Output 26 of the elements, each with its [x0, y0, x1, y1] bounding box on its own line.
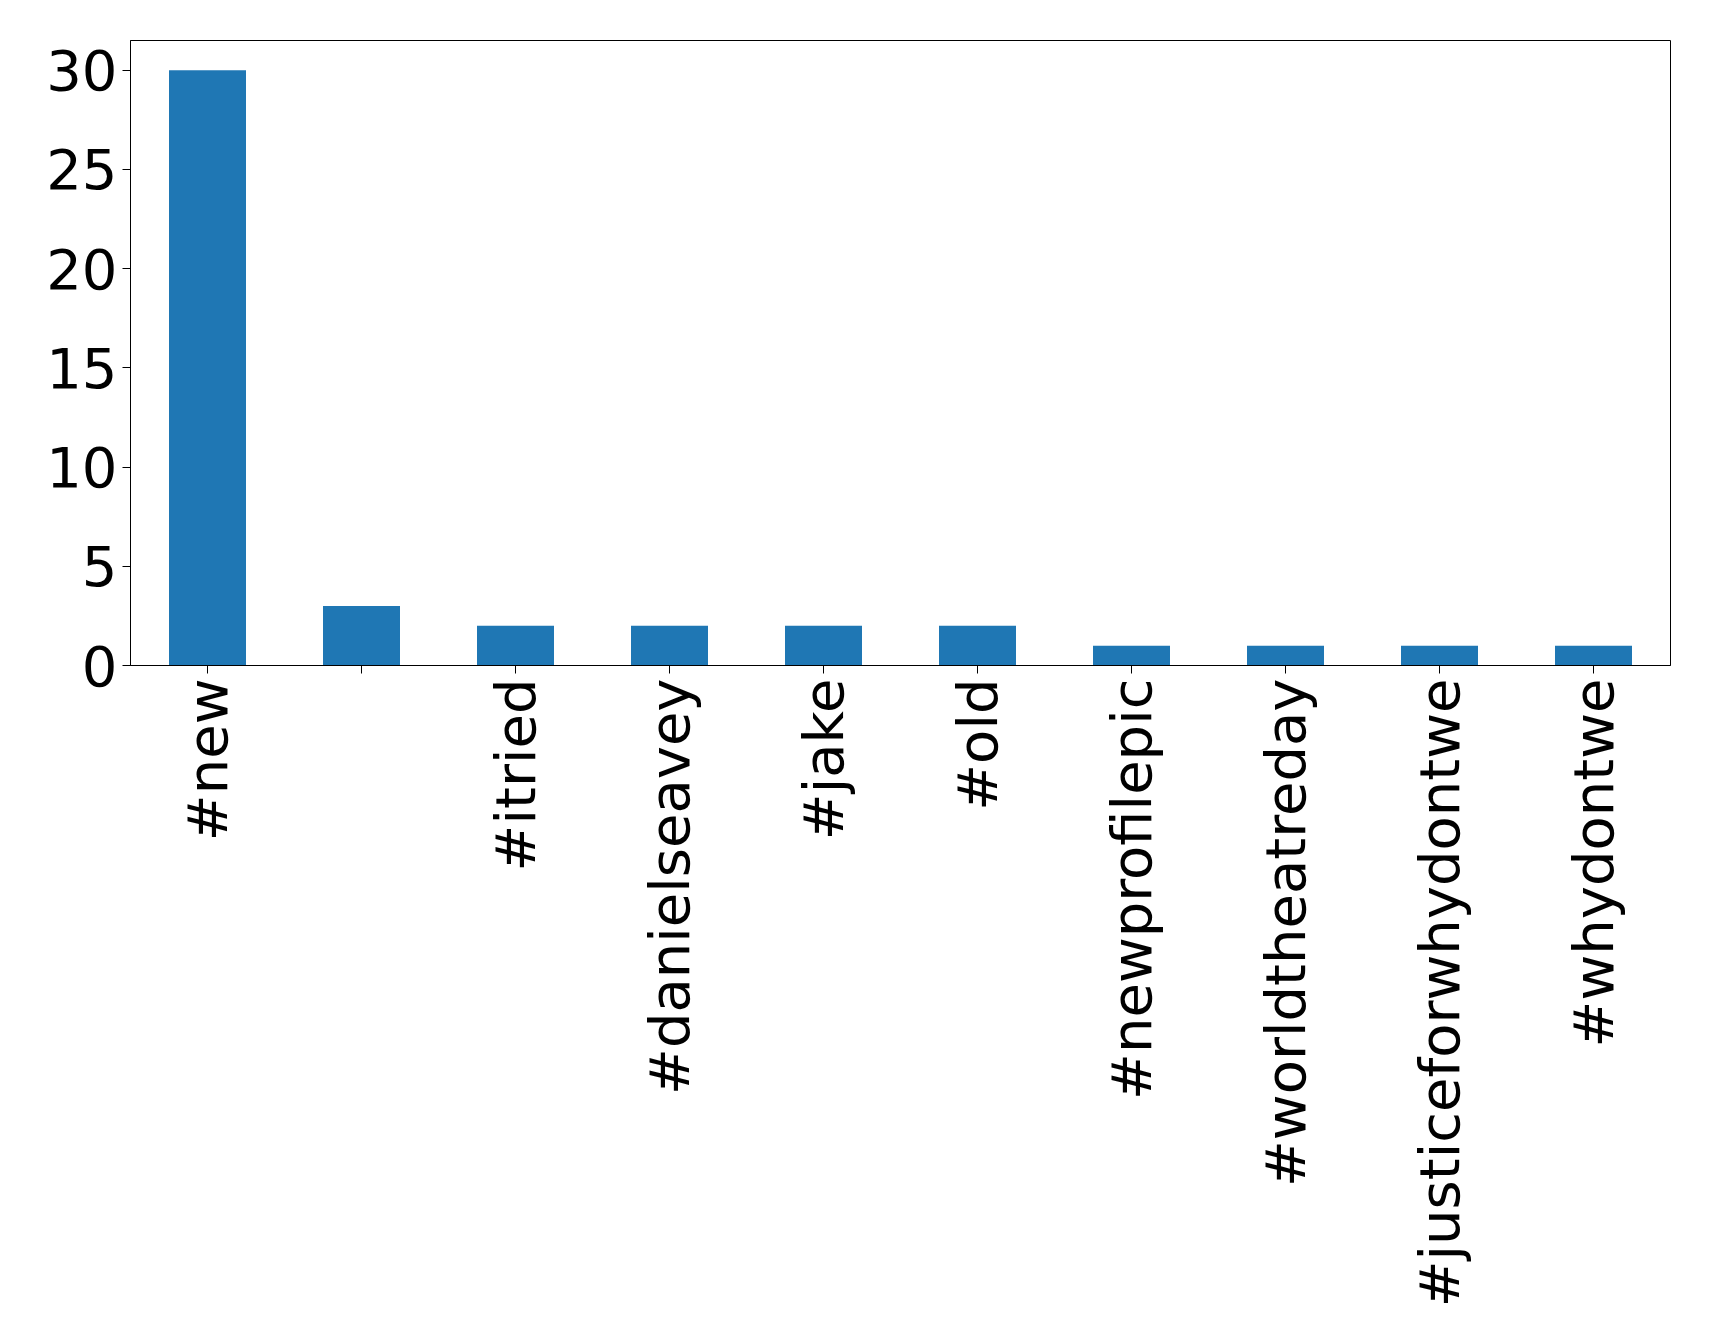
x-tick-label: #danielseavey	[637, 678, 702, 1096]
x-tick-label: #old	[945, 678, 1010, 811]
bar	[1555, 645, 1632, 666]
y-tick-label: 20	[46, 236, 118, 302]
y-tick-label: 30	[46, 38, 118, 104]
x-tick-label: #newprofilepic	[1099, 678, 1164, 1100]
bar	[939, 625, 1016, 666]
y-tick-label: 0	[81, 633, 118, 699]
bar	[1093, 645, 1170, 666]
bar	[1401, 645, 1478, 666]
x-tick-label: #worldtheatreday	[1253, 678, 1318, 1188]
bar	[169, 70, 246, 666]
x-tick-label: #whydontwe	[1561, 678, 1626, 1048]
x-tick-label: #itried	[483, 678, 548, 872]
y-tick-label: 25	[46, 137, 118, 203]
bar	[631, 625, 708, 666]
y-tick-label: 15	[46, 335, 118, 401]
bar	[785, 625, 862, 666]
x-tick-label: #jake	[791, 678, 856, 841]
bar	[323, 605, 400, 666]
bar	[477, 625, 554, 666]
bar	[1247, 645, 1324, 666]
y-tick-label: 10	[46, 435, 118, 501]
x-tick-label: #new	[175, 678, 240, 842]
y-tick-label: 5	[81, 534, 118, 600]
x-tick-label: #justiceforwhydontwe	[1407, 678, 1472, 1308]
